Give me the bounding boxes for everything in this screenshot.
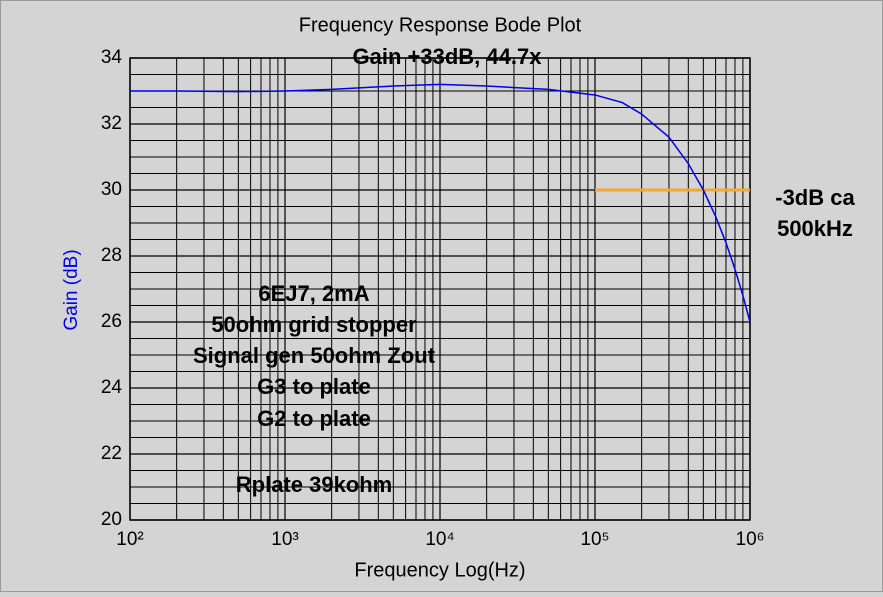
x-tick-label: 10⁴: [425, 529, 454, 550]
y-axis-label: Gain (dB): [61, 249, 82, 330]
y-tick-label: 28: [101, 245, 122, 266]
annotation: G2 to plate: [257, 406, 371, 431]
y-tick-label: 32: [101, 113, 122, 134]
annotation: 500kHz: [777, 216, 853, 241]
data-line: [130, 83, 751, 323]
chart-title: Frequency Response Bode Plot: [299, 14, 582, 36]
annotation: Rplate 39kohm: [236, 472, 393, 497]
annotation: G3 to plate: [257, 374, 371, 399]
annotation: Signal gen 50ohm Zout: [193, 343, 436, 368]
x-tick-label: 10⁶: [736, 529, 765, 550]
y-tick-label: 30: [101, 179, 122, 200]
y-tick-label: 20: [101, 509, 122, 530]
y-tick-label: 22: [101, 443, 122, 464]
annotation: -3dB ca: [775, 185, 855, 210]
y-tick-label: 34: [101, 47, 123, 68]
x-axis-label: Frequency Log(Hz): [354, 559, 525, 581]
y-tick-label: 26: [101, 311, 122, 332]
annotation: 6EJ7, 2mA: [258, 281, 369, 306]
x-tick-label: 10³: [271, 529, 298, 550]
x-tick-label: 10²: [116, 529, 143, 550]
annotation: 50ohm grid stopper: [211, 312, 417, 337]
subtitle: Gain +33dB, 44.7x: [353, 44, 543, 69]
plot-border: [129, 57, 751, 521]
x-tick-label: 10⁵: [580, 529, 609, 550]
y-tick-label: 24: [101, 377, 123, 398]
